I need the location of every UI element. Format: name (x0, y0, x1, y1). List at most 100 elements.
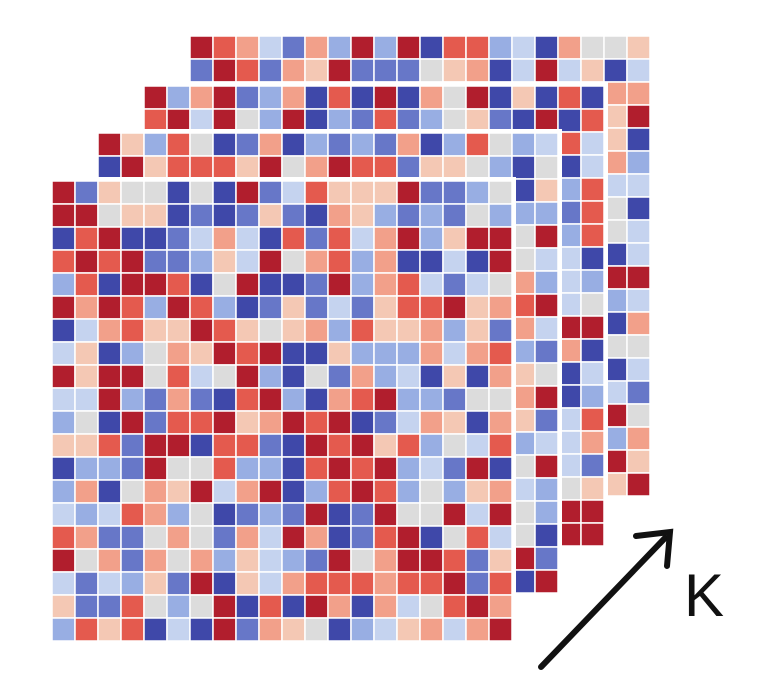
heatmap-cell (120, 249, 145, 274)
heatmap-cell (373, 502, 398, 527)
heatmap-cell (74, 502, 99, 527)
heatmap-cell (304, 364, 329, 389)
heatmap-cell (304, 318, 329, 343)
heatmap-cell (580, 430, 605, 455)
heatmap-cell (327, 364, 352, 389)
heatmap-cell (327, 35, 352, 60)
heatmap-cell (557, 35, 582, 60)
heatmap-cell (465, 456, 490, 481)
heatmap-cell (235, 387, 260, 412)
heatmap-cell (626, 173, 651, 198)
heatmap-cell (465, 155, 490, 180)
heatmap-cell (97, 318, 122, 343)
heatmap-cell (166, 203, 191, 228)
heatmap-cell (51, 364, 76, 389)
heatmap-cell (419, 249, 444, 274)
heatmap-cell (143, 85, 168, 110)
heatmap-cell (304, 58, 329, 83)
heatmap-cell (465, 433, 490, 458)
heatmap-cell (580, 476, 605, 501)
heatmap-cell (97, 180, 122, 205)
heatmap-cell (143, 364, 168, 389)
heatmap-cell (74, 203, 99, 228)
heatmap-cell (396, 525, 421, 550)
heatmap-cell (235, 433, 260, 458)
heatmap-cell (488, 456, 513, 481)
heatmap-cell (281, 318, 306, 343)
heatmap-cell (97, 617, 122, 642)
heatmap-cell (281, 387, 306, 412)
heatmap-cell (442, 594, 467, 619)
heatmap-cell (120, 571, 145, 596)
heatmap-cell (304, 525, 329, 550)
heatmap-cell (120, 272, 145, 297)
heatmap-cell (327, 155, 352, 180)
heatmap-cell (51, 272, 76, 297)
heatmap-cell (143, 456, 168, 481)
heatmap-cell (534, 224, 559, 249)
heatmap-cell (189, 85, 214, 110)
heatmap-cell (258, 295, 283, 320)
heatmap-cell (189, 341, 214, 366)
heatmap-cell (350, 85, 375, 110)
heatmap-cell (396, 108, 421, 133)
heatmap-cell (396, 410, 421, 435)
heatmap-cell (350, 108, 375, 133)
heatmap-cell (120, 502, 145, 527)
heatmap-cell (626, 472, 651, 497)
heatmap-cell (350, 295, 375, 320)
heatmap-cell (143, 318, 168, 343)
heatmap-cell (534, 500, 559, 525)
heatmap-cell (534, 155, 559, 180)
heatmap-cell (396, 479, 421, 504)
heatmap-cell (442, 364, 467, 389)
heatmap-cell (327, 295, 352, 320)
heatmap-cell (97, 571, 122, 596)
heatmap-cell (212, 479, 237, 504)
heatmap-cell (511, 58, 536, 83)
heatmap-cell (488, 525, 513, 550)
heatmap-cell (580, 269, 605, 294)
heatmap-cell (350, 249, 375, 274)
heatmap-cell (143, 108, 168, 133)
heatmap-cell (189, 433, 214, 458)
heatmap-cell (189, 180, 214, 205)
heatmap-cell (488, 364, 513, 389)
heatmap-cell (419, 364, 444, 389)
heatmap-cell (373, 479, 398, 504)
heatmap-cell (166, 180, 191, 205)
heatmap-cell (281, 479, 306, 504)
heatmap-cell (419, 35, 444, 60)
heatmap-cell (442, 272, 467, 297)
heatmap-cell (534, 431, 559, 456)
heatmap-cell (235, 341, 260, 366)
heatmap-cell (488, 155, 513, 180)
heatmap-cell (258, 85, 283, 110)
heatmap-cell (74, 433, 99, 458)
depth-arrow-head (633, 528, 674, 569)
heatmap-cell (281, 155, 306, 180)
heatmap-cell (74, 617, 99, 642)
heatmap-cell (327, 571, 352, 596)
heatmap-cell (235, 410, 260, 435)
heatmap-cell (442, 479, 467, 504)
heatmap-cell (396, 502, 421, 527)
heatmap-cell (465, 410, 490, 435)
heatmap-cell (235, 180, 260, 205)
heatmap-cell (120, 155, 145, 180)
heatmap-cell (74, 318, 99, 343)
heatmap-cell (557, 85, 582, 110)
heatmap-cell (97, 594, 122, 619)
heatmap-cell (51, 203, 76, 228)
heatmap-cell (557, 108, 582, 133)
heatmap-cell (350, 226, 375, 251)
heatmap-cell (327, 58, 352, 83)
heatmap-cell (465, 226, 490, 251)
heatmap-cell (396, 548, 421, 573)
heatmap-cell (350, 155, 375, 180)
heatmap-cell (143, 203, 168, 228)
heatmap-cell (258, 502, 283, 527)
heatmap-cell (212, 364, 237, 389)
heatmap-cell (304, 132, 329, 157)
